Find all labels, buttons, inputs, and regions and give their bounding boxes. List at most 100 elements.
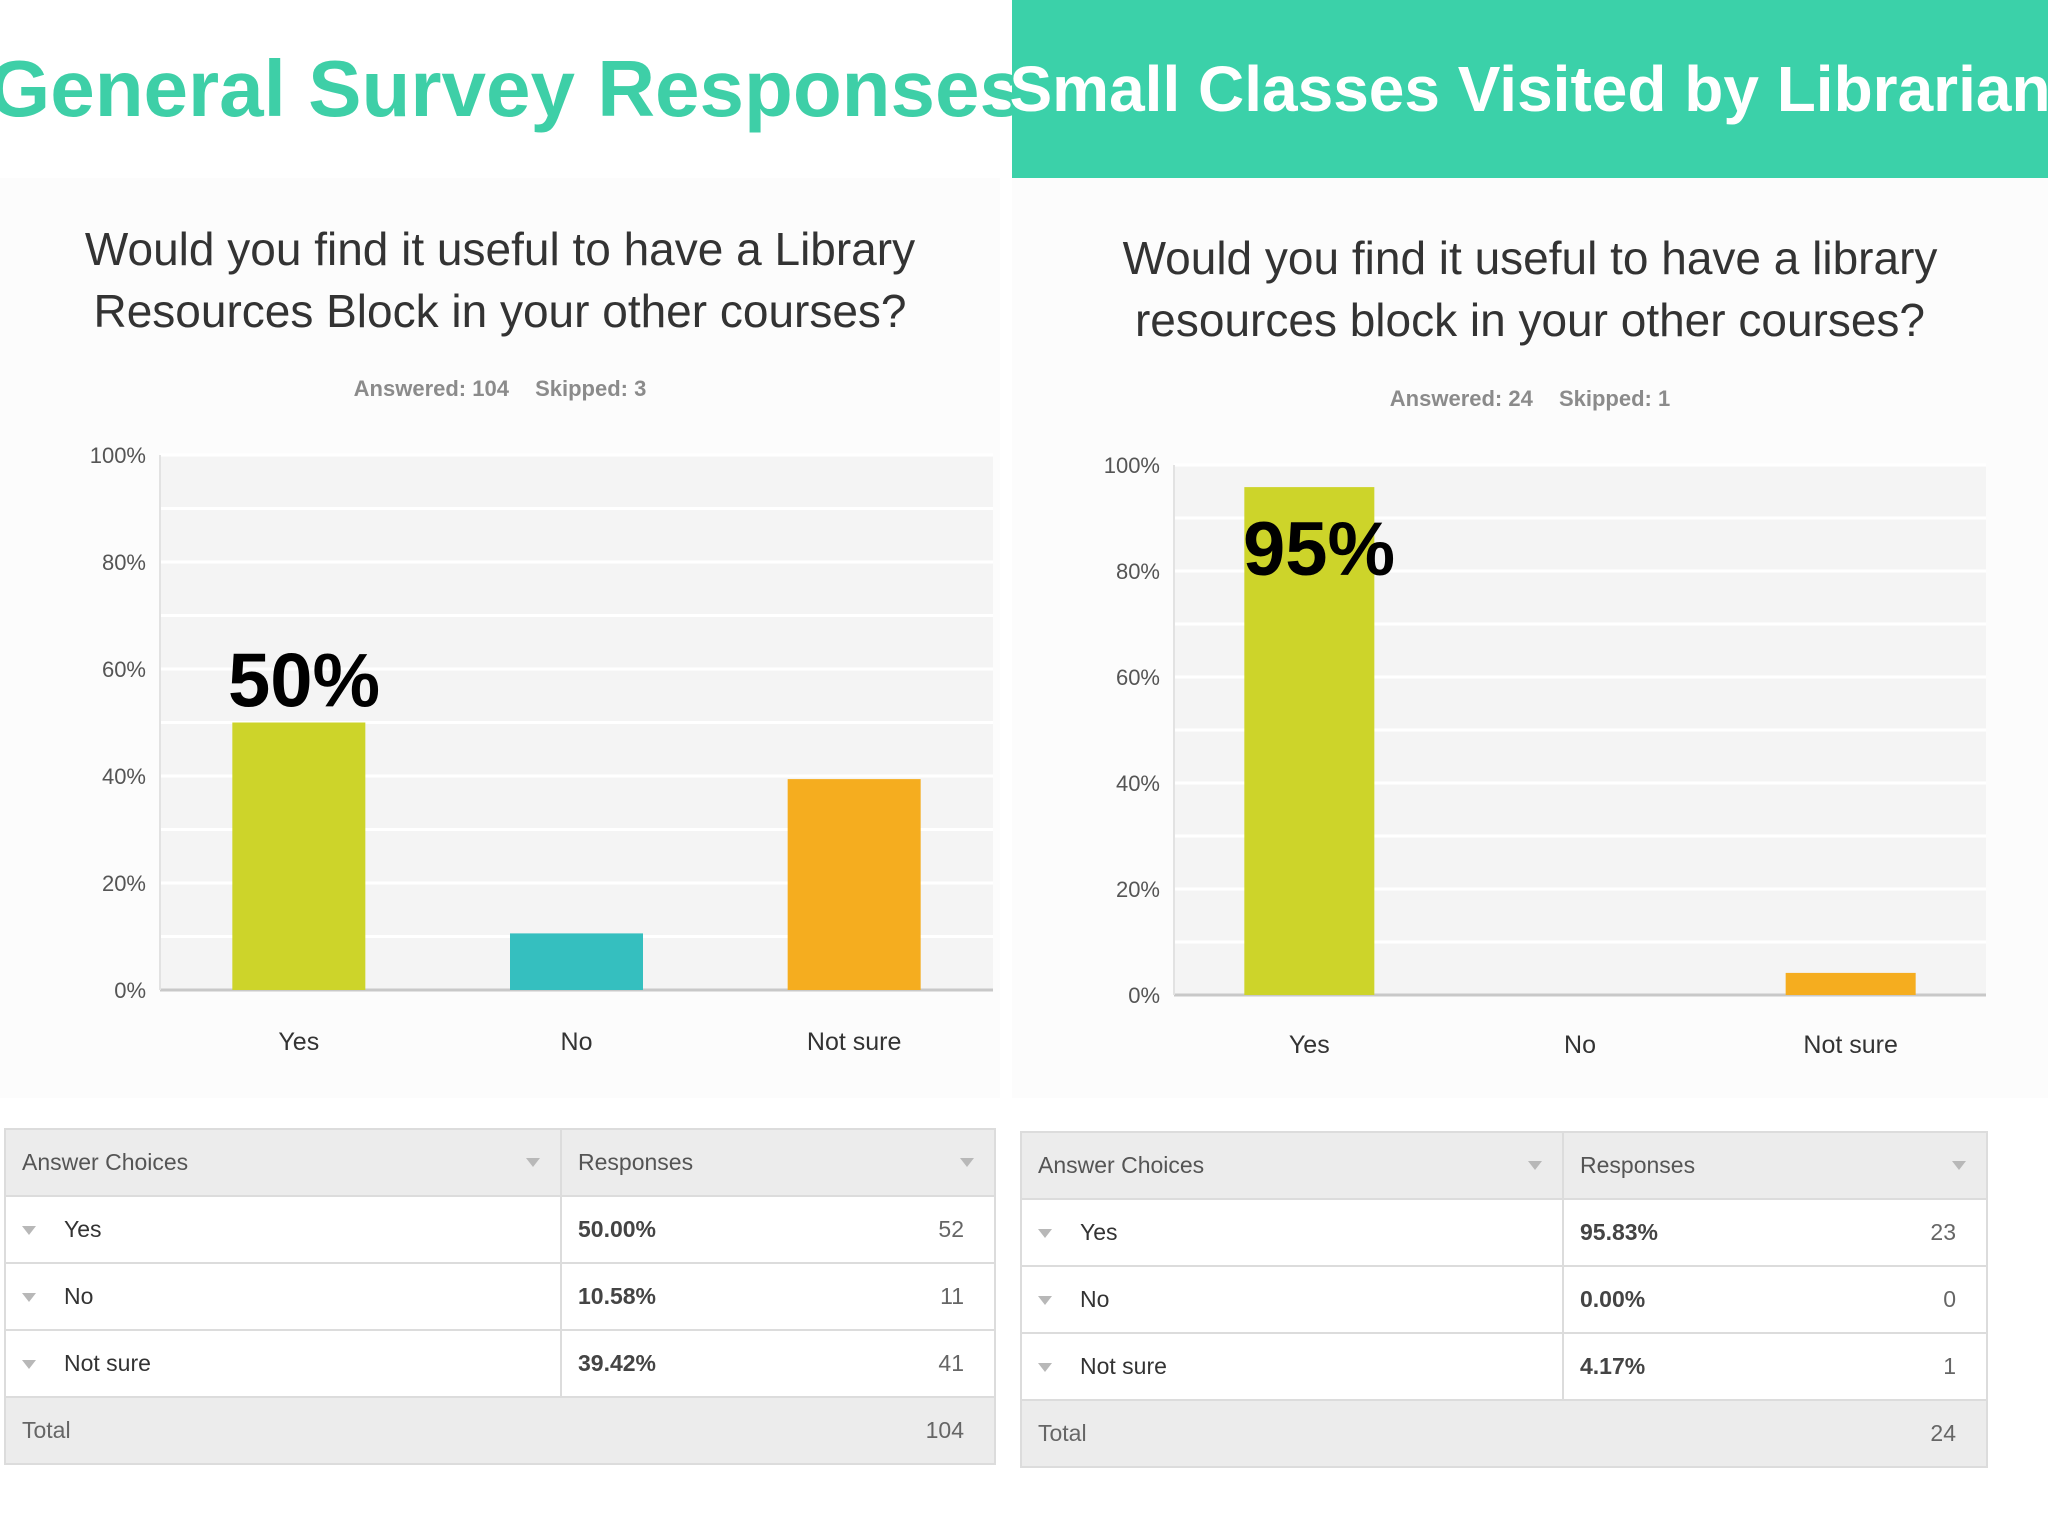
bar-yes bbox=[1244, 487, 1375, 995]
response-count: 52 bbox=[938, 1216, 964, 1242]
table-row: Not sure 39.42% 41 bbox=[4, 1329, 996, 1398]
sort-caret-icon[interactable] bbox=[526, 1157, 540, 1167]
answer-choice-cell[interactable]: Not sure bbox=[4, 1329, 562, 1398]
answer-choice-label: Not sure bbox=[64, 1350, 151, 1376]
response-percent: 39.42% bbox=[578, 1350, 657, 1376]
x-category-label: No bbox=[1564, 1031, 1596, 1059]
y-tick-label: 20% bbox=[1116, 877, 1160, 902]
total-value: 104 bbox=[925, 1417, 964, 1443]
response-percent: 0.00% bbox=[1580, 1286, 1646, 1312]
answer-choices-header[interactable]: Answer Choices bbox=[4, 1128, 562, 1197]
bar-not-sure bbox=[787, 779, 921, 990]
total-cell: Total 24 bbox=[1020, 1399, 1988, 1468]
expand-caret-icon[interactable] bbox=[22, 1360, 36, 1370]
left-answered-skipped: Answered: 104 Skipped: 3 bbox=[60, 376, 940, 402]
y-tick-label: 80% bbox=[1116, 559, 1160, 584]
response-count: 1 bbox=[1943, 1353, 1956, 1379]
answer-choice-label: Not sure bbox=[1080, 1353, 1167, 1379]
right-question-line-2: resources block in your other courses? bbox=[1134, 294, 1926, 346]
sort-caret-icon[interactable] bbox=[1528, 1160, 1542, 1170]
table-row: No 0.00% 0 bbox=[1020, 1265, 1988, 1334]
expand-caret-icon[interactable] bbox=[1038, 1229, 1052, 1239]
right-answered-skipped: Answered: 24 Skipped: 1 bbox=[1060, 386, 2000, 412]
bar-yes bbox=[232, 722, 366, 990]
bar-percent-annotation: 50% bbox=[228, 639, 380, 724]
right-answered-count: Answered: 24 bbox=[1389, 386, 1533, 411]
response-cell: 39.42% 41 bbox=[560, 1329, 996, 1398]
y-tick-label: 0% bbox=[114, 978, 146, 1003]
table-header-row: Answer Choices Responses bbox=[4, 1128, 996, 1197]
total-value: 24 bbox=[1930, 1420, 1956, 1446]
x-category-label: Not sure bbox=[807, 1028, 901, 1056]
right-skipped-count: Skipped: 1 bbox=[1558, 386, 1671, 411]
right-question-line-1: Would you find it useful to have a libra… bbox=[1122, 232, 1938, 284]
x-category-label: Yes bbox=[278, 1028, 319, 1056]
responses-header[interactable]: Responses bbox=[560, 1128, 996, 1197]
responses-header-label: Responses bbox=[578, 1149, 694, 1175]
answer-choice-label: Yes bbox=[64, 1216, 102, 1242]
response-count: 0 bbox=[1943, 1286, 1956, 1312]
sort-caret-icon[interactable] bbox=[960, 1157, 974, 1167]
response-percent: 10.58% bbox=[578, 1283, 657, 1309]
left-question-line-2: Resources Block in your other courses? bbox=[93, 285, 907, 337]
response-percent: 4.17% bbox=[1580, 1353, 1646, 1379]
general-survey-heading: General Survey Responses bbox=[0, 44, 1025, 133]
y-tick-label: 40% bbox=[1116, 771, 1160, 796]
total-label: Total bbox=[22, 1417, 71, 1443]
answer-choice-label: No bbox=[1080, 1286, 1110, 1312]
answer-choice-cell[interactable]: Yes bbox=[4, 1195, 562, 1264]
answer-choice-cell[interactable]: Not sure bbox=[1020, 1332, 1564, 1401]
y-tick-label: 60% bbox=[1116, 665, 1160, 690]
responses-header[interactable]: Responses bbox=[1562, 1131, 1988, 1200]
response-cell: 4.17% 1 bbox=[1562, 1332, 1988, 1401]
y-tick-label: 100% bbox=[1104, 453, 1160, 478]
answer-choices-header-label: Answer Choices bbox=[22, 1149, 189, 1175]
total-label: Total bbox=[1038, 1420, 1087, 1446]
expand-caret-icon[interactable] bbox=[1038, 1363, 1052, 1373]
x-category-label: Not sure bbox=[1803, 1031, 1897, 1059]
table-row: Yes 95.83% 23 bbox=[1020, 1198, 1988, 1267]
response-count: 41 bbox=[938, 1350, 964, 1376]
bar-no bbox=[510, 933, 643, 990]
table-header-row: Answer Choices Responses bbox=[1020, 1131, 1988, 1200]
answer-choice-label: Yes bbox=[1080, 1219, 1118, 1245]
x-category-label: Yes bbox=[1289, 1031, 1330, 1059]
answer-choice-cell[interactable]: No bbox=[4, 1262, 562, 1331]
response-cell: 0.00% 0 bbox=[1562, 1265, 1988, 1334]
response-cell: 95.83% 23 bbox=[1562, 1198, 1988, 1267]
y-tick-label: 60% bbox=[102, 657, 146, 682]
y-tick-label: 0% bbox=[1128, 983, 1160, 1008]
response-cell: 10.58% 11 bbox=[560, 1262, 996, 1331]
right-response-table: Answer Choices Responses Yes 95.83% 23 No… bbox=[1020, 1131, 1988, 1468]
bar-percent-annotation: 95% bbox=[1243, 507, 1395, 592]
expand-caret-icon[interactable] bbox=[22, 1293, 36, 1303]
sort-caret-icon[interactable] bbox=[1952, 1160, 1966, 1170]
response-percent: 95.83% bbox=[1580, 1219, 1659, 1245]
left-question: Would you find it useful to have a Libra… bbox=[60, 218, 940, 342]
y-tick-label: 20% bbox=[102, 871, 146, 896]
table-row: Yes 50.00% 52 bbox=[4, 1195, 996, 1264]
y-tick-label: 100% bbox=[90, 443, 146, 468]
left-response-table: Answer Choices Responses Yes 50.00% 52 No… bbox=[4, 1128, 996, 1465]
expand-caret-icon[interactable] bbox=[22, 1226, 36, 1236]
left-answered-count: Answered: 104 bbox=[353, 376, 509, 401]
small-classes-heading: Small Classes Visited by Librarian bbox=[1009, 0, 2048, 178]
left-question-line-1: Would you find it useful to have a Libra… bbox=[84, 223, 916, 275]
table-total-row: Total 104 bbox=[4, 1396, 996, 1465]
total-cell: Total 104 bbox=[4, 1396, 996, 1465]
response-cell: 50.00% 52 bbox=[560, 1195, 996, 1264]
x-category-label: No bbox=[561, 1028, 593, 1056]
expand-caret-icon[interactable] bbox=[1038, 1296, 1052, 1306]
answer-choice-cell[interactable]: No bbox=[1020, 1265, 1564, 1334]
response-percent: 50.00% bbox=[578, 1216, 657, 1242]
bar-not-sure bbox=[1785, 972, 1916, 995]
answer-choice-cell[interactable]: Yes bbox=[1020, 1198, 1564, 1267]
table-row: No 10.58% 11 bbox=[4, 1262, 996, 1331]
y-tick-label: 40% bbox=[102, 764, 146, 789]
answer-choices-header[interactable]: Answer Choices bbox=[1020, 1131, 1564, 1200]
responses-header-label: Responses bbox=[1580, 1152, 1696, 1178]
table-row: Not sure 4.17% 1 bbox=[1020, 1332, 1988, 1401]
response-count: 11 bbox=[940, 1283, 964, 1309]
